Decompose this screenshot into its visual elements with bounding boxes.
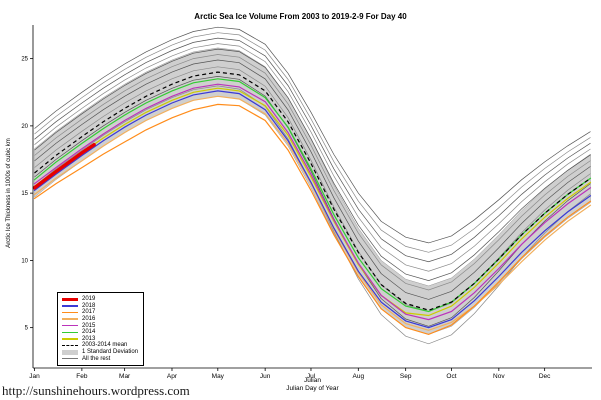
- legend-swatch-thin: [62, 358, 78, 360]
- legend-label: 2019: [82, 296, 96, 303]
- legend-swatch-line: [62, 305, 78, 307]
- x-tick-label: Sep: [400, 373, 412, 380]
- legend-label: 2014: [82, 329, 96, 336]
- legend-swatch-line: [62, 318, 78, 320]
- series-line-2015: [33, 83, 592, 321]
- y-tick-label: 10: [21, 258, 28, 264]
- x-axis-label-line2: Julian Day of Year: [286, 385, 339, 392]
- legend-label: 1 Standard Deviation: [82, 349, 139, 356]
- legend-label: 2016: [82, 316, 96, 323]
- legend-item: 2014: [62, 329, 138, 336]
- rest-line: [34, 59, 591, 300]
- x-tick-label: Mar: [119, 373, 131, 380]
- rest-line: [34, 26, 591, 244]
- rest-line: [34, 54, 591, 291]
- legend-item: 2013: [62, 336, 138, 343]
- x-tick-label: Dec: [539, 373, 551, 380]
- series-line-2018: [33, 90, 592, 329]
- x-tick-label: Aug: [353, 373, 365, 380]
- x-tick-label: Jun: [260, 373, 271, 380]
- footer-url-link[interactable]: http://sunshinehours.wordpress.com: [2, 383, 190, 398]
- legend-label: All the rest: [82, 355, 111, 362]
- legend-swatch-band: [62, 349, 78, 355]
- x-tick-label: Jan: [29, 373, 40, 380]
- y-tick-label: 15: [21, 191, 28, 197]
- series-line-2013: [33, 87, 592, 317]
- legend-item: 2019: [62, 296, 138, 303]
- legend-swatch-dashed: [62, 344, 78, 346]
- rest-line: [34, 32, 591, 253]
- legend-label: 2015: [82, 322, 96, 329]
- x-tick-label: Jul: [307, 373, 316, 380]
- x-tick-label: Feb: [76, 373, 88, 380]
- y-tick-label: 20: [21, 124, 28, 130]
- series-line-2017: [33, 103, 592, 336]
- x-tick-label: Oct: [446, 373, 456, 380]
- legend-swatch-line: [62, 324, 78, 327]
- series-line-2019: [32, 142, 96, 190]
- legend-item: 2018: [62, 303, 138, 310]
- mean-line: [34, 71, 591, 311]
- x-tick-label: May: [212, 373, 225, 380]
- x-tick-label: Nov: [493, 373, 505, 380]
- legend-swatch-line: [62, 338, 78, 340]
- chart-legend: 2019 2018 2017 2016 2015 2014 2013 2003-2014 me…: [57, 292, 145, 366]
- x-tick-label: Apr: [167, 373, 178, 380]
- rest-line: [34, 43, 591, 272]
- rest-line: [34, 48, 591, 281]
- legend-item: 2016: [62, 316, 138, 323]
- legend-item: 1 Standard Deviation: [62, 349, 138, 356]
- legend-item: 2003-2014 mean: [62, 342, 138, 349]
- rest-line: [34, 76, 591, 327]
- legend-item: All the rest: [62, 355, 138, 362]
- legend-swatch-line: [62, 311, 78, 314]
- x-axis-label-line1: Julian: [304, 377, 321, 384]
- rest-line: [34, 66, 591, 312]
- rest-line: [34, 37, 591, 263]
- legend-swatch-thick: [62, 297, 78, 301]
- legend-swatch-line: [62, 331, 78, 334]
- legend-item: 2015: [62, 322, 138, 329]
- legend-label: 2018: [82, 302, 96, 309]
- legend-label: 2013: [82, 335, 96, 342]
- legend-item: 2017: [62, 309, 138, 316]
- legend-label: 2017: [82, 309, 96, 316]
- y-tick-label: 5: [25, 326, 29, 332]
- chart-title: Arctic Sea Ice Volume From 2003 to 2019-…: [194, 12, 407, 21]
- legend-label: 2003-2014 mean: [82, 342, 128, 349]
- y-tick-label: 25: [21, 57, 28, 63]
